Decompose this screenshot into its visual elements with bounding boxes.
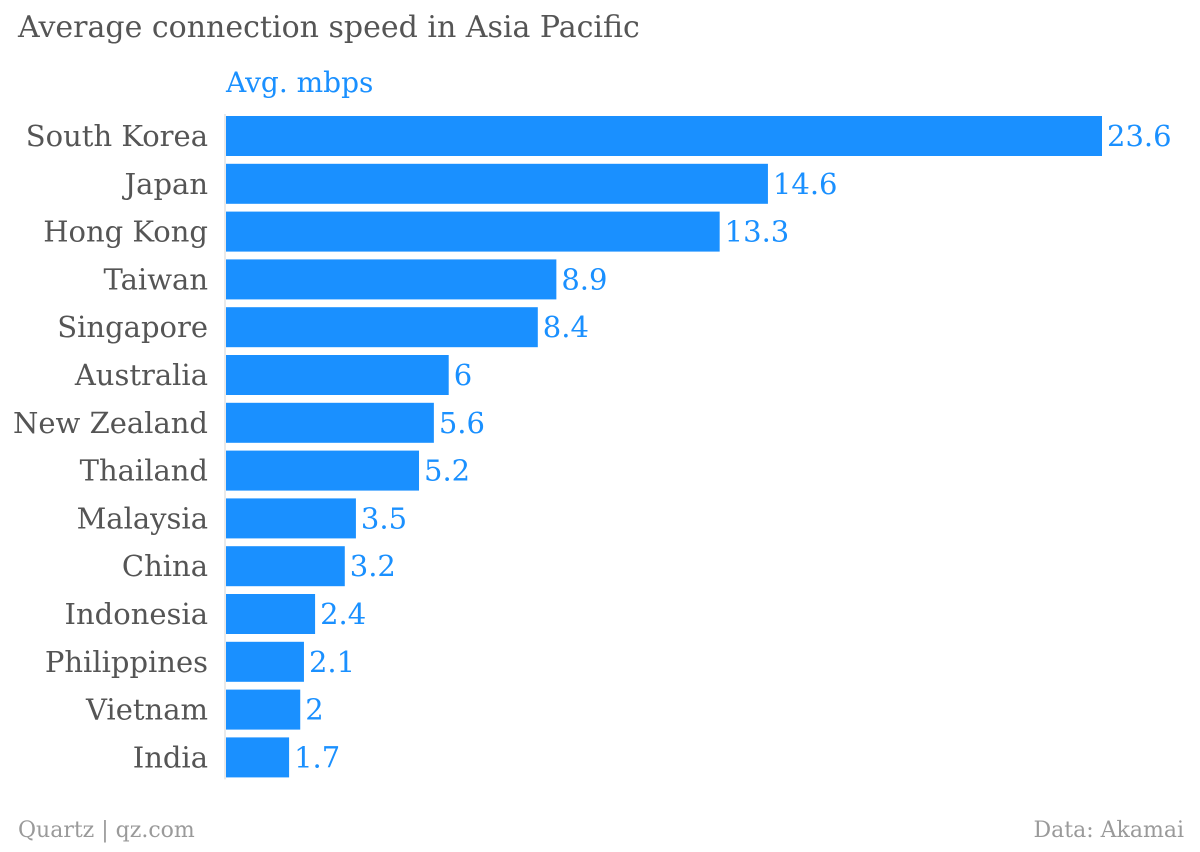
category-label: Taiwan — [104, 262, 208, 296]
value-label: 2 — [305, 693, 323, 727]
value-label: 13.3 — [725, 215, 790, 249]
bar — [226, 211, 720, 252]
bar — [226, 163, 768, 204]
bar — [226, 116, 1102, 156]
bar — [226, 259, 557, 300]
category-label: China — [122, 549, 208, 583]
category-label: Philippines — [45, 645, 208, 679]
value-label: 5.2 — [424, 454, 470, 488]
category-label: Malaysia — [77, 501, 208, 535]
category-label: Australia — [74, 358, 208, 392]
bar — [226, 307, 538, 348]
category-label: Singapore — [57, 310, 208, 344]
category-label: Vietnam — [85, 693, 208, 727]
value-label: 23.6 — [1107, 119, 1172, 153]
value-label: 2.4 — [320, 597, 366, 631]
category-label: Thailand — [80, 454, 208, 488]
value-label: 2.1 — [309, 645, 355, 679]
category-label: Hong Kong — [43, 215, 208, 249]
value-label: 1.7 — [294, 740, 340, 774]
category-label: New Zealand — [13, 406, 208, 440]
bar-chart: South Korea 23.6 Japan 14.6 Hong Kong 13.3 Tai… — [13, 114, 1172, 780]
footer-source-right: Data: Akamai — [1033, 818, 1184, 843]
value-label: 14.6 — [773, 167, 838, 201]
category-label: Indonesia — [65, 597, 208, 631]
series-label: Avg. mbps — [226, 66, 374, 99]
value-label: 3.2 — [350, 549, 396, 583]
bar — [226, 498, 356, 539]
value-label: 8.9 — [561, 262, 607, 296]
bar — [226, 355, 449, 395]
bar — [226, 737, 290, 778]
bar — [226, 402, 434, 443]
footer-source-left: Quartz | qz.com — [18, 818, 195, 843]
category-label: India — [133, 740, 208, 774]
category-label: Japan — [122, 167, 208, 201]
value-label: 5.6 — [439, 406, 485, 440]
bar — [226, 641, 304, 682]
category-label: South Korea — [26, 119, 208, 153]
value-label: 3.5 — [361, 501, 407, 535]
value-label: 6 — [454, 358, 472, 392]
bar — [226, 689, 301, 730]
value-label: 8.4 — [543, 310, 589, 344]
bar — [226, 450, 420, 491]
bar — [226, 546, 345, 587]
bar — [226, 594, 316, 634]
chart-title: Average connection speed in Asia Pacific — [18, 10, 640, 45]
